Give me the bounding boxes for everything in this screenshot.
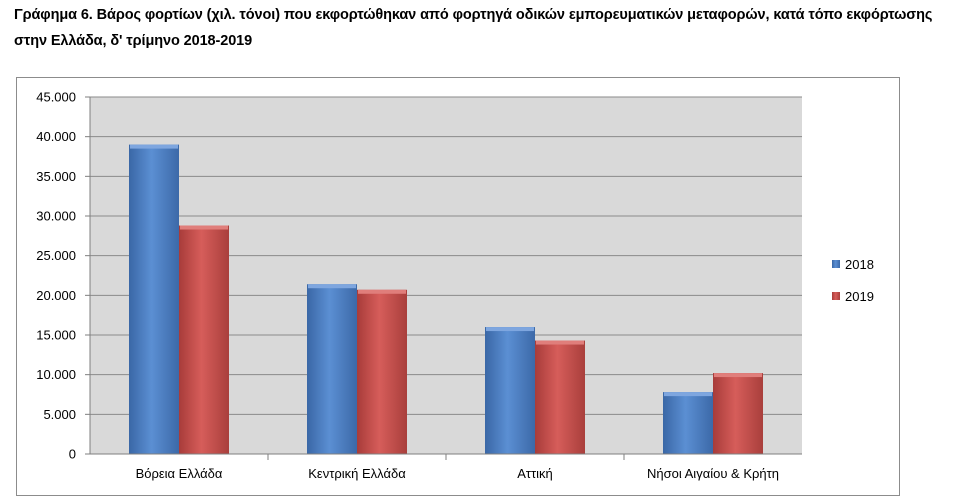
y-tick-label: 10.000 — [36, 367, 76, 382]
bar-2018-3 — [663, 392, 713, 454]
bar-bevel — [130, 144, 178, 149]
x-tick-label: Αττική — [517, 466, 553, 481]
y-tick-labels: 0 5.000 10.000 15.000 20.000 25.000 30.000 35.0… — [36, 90, 76, 462]
legend-label-2018: 2018 — [845, 257, 874, 272]
bar-bevel — [180, 225, 228, 230]
y-tick-label: 45.000 — [36, 90, 76, 105]
y-tick-label: 0 — [69, 447, 76, 462]
y-tick-label: 30.000 — [36, 209, 76, 224]
bar-2019-3 — [713, 373, 763, 454]
bar-bevel — [536, 340, 584, 345]
bar-bevel — [664, 392, 712, 397]
legend-label-2019: 2019 — [845, 289, 874, 304]
bar-2018-1 — [307, 284, 357, 454]
bar-chart: 0 5.000 10.000 15.000 20.000 25.000 30.000 35.0… — [36, 90, 874, 482]
y-tick-label: 20.000 — [36, 288, 76, 303]
bars — [129, 144, 763, 454]
x-tick-labels: Βόρεια Ελλάδα Κεντρική Ελλάδα Αττική Νήσοι … — [136, 466, 779, 481]
bar-bevel — [714, 373, 762, 378]
y-tick-label: 35.000 — [36, 169, 76, 184]
bar-2018-0 — [129, 144, 179, 454]
y-tick-label: 25.000 — [36, 248, 76, 263]
legend: 2018 2019 — [832, 257, 874, 304]
bar-2019-1 — [357, 289, 407, 454]
bar-bevel — [358, 289, 406, 294]
legend-swatch-2018 — [832, 260, 840, 268]
bar-2018-2 — [485, 327, 535, 454]
x-tick-label: Νήσοι Αιγαίου & Κρήτη — [647, 466, 779, 481]
y-tick-label: 40.000 — [36, 129, 76, 144]
y-tick-label: 5.000 — [43, 407, 76, 422]
x-tick-label: Βόρεια Ελλάδα — [136, 466, 223, 481]
bar-bevel — [308, 284, 356, 289]
chart-title: Γράφημα 6. Βάρος φορτίων (χιλ. τόνοι) πο… — [14, 7, 933, 49]
bar-2019-2 — [535, 340, 585, 454]
chart-frame: 0 5.000 10.000 15.000 20.000 25.000 30.000 35.0… — [16, 77, 900, 496]
bar-bevel — [486, 327, 534, 332]
y-tick-label: 15.000 — [36, 328, 76, 343]
legend-swatch-2019 — [832, 292, 840, 300]
x-tick-label: Κεντρική Ελλάδα — [308, 466, 406, 481]
axes — [85, 96, 802, 460]
bar-2019-0 — [179, 225, 229, 454]
